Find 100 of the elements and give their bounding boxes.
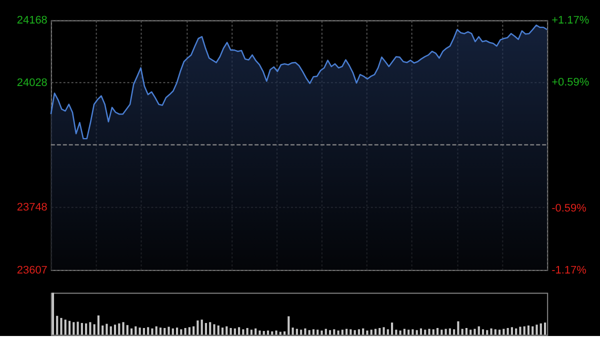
bar [316, 330, 319, 335]
bar [498, 330, 501, 335]
bar [440, 330, 443, 335]
bar [470, 330, 472, 335]
y2-tick-label: +1.17% [552, 14, 590, 27]
bar [300, 330, 302, 335]
bar [102, 326, 104, 335]
bar [341, 330, 344, 335]
bar [60, 318, 62, 335]
bar [80, 322, 83, 335]
bar [540, 323, 542, 335]
bar [204, 322, 208, 335]
bar [209, 322, 212, 335]
bar [89, 322, 92, 335]
bar [399, 330, 402, 335]
bar [172, 328, 174, 335]
bar [362, 328, 364, 335]
bar [519, 326, 522, 335]
bar [324, 328, 327, 335]
bar [408, 330, 410, 335]
bar [448, 328, 451, 335]
bar [64, 320, 66, 335]
bar [502, 328, 505, 335]
bar [114, 324, 116, 335]
bar [416, 330, 418, 335]
y2-tick-label: -0.59% [552, 202, 587, 214]
bar [164, 328, 166, 335]
bar [68, 320, 71, 335]
bar [328, 330, 332, 335]
bar [506, 328, 509, 335]
bar [296, 328, 298, 335]
bar [188, 327, 190, 335]
bar [52, 292, 54, 335]
bar [250, 330, 252, 335]
bar [370, 330, 372, 335]
bar [230, 328, 232, 335]
bar [378, 328, 381, 335]
bar [138, 328, 141, 335]
bar [292, 328, 294, 335]
bar [474, 328, 476, 335]
bar [134, 326, 137, 335]
y-tick-label: 24028 [16, 77, 48, 90]
bar [424, 330, 426, 335]
bar [246, 328, 248, 335]
bar [192, 326, 195, 335]
bar [142, 328, 145, 335]
bar [486, 330, 488, 335]
bar [130, 328, 133, 335]
bar [118, 323, 120, 335]
bar [122, 322, 124, 335]
bar [110, 326, 112, 335]
bar [428, 328, 430, 335]
y-tick-label: 24168 [16, 14, 48, 27]
bar [238, 327, 240, 335]
y-tick-label: 23607 [16, 264, 48, 276]
bar [544, 322, 546, 335]
bar [200, 320, 203, 335]
bar [155, 326, 158, 335]
bar [85, 323, 88, 335]
y-tick-label: 23748 [16, 202, 48, 214]
bar [196, 320, 199, 335]
bar [403, 328, 406, 335]
bar [226, 326, 228, 335]
y2-tick-label: +0.59% [552, 76, 590, 89]
bar [444, 328, 447, 335]
bar [147, 327, 150, 335]
bar [72, 322, 75, 335]
bar [374, 328, 377, 335]
bar [436, 328, 439, 335]
bar [354, 330, 356, 335]
bar [126, 325, 128, 335]
bar [275, 330, 278, 335]
bar [254, 328, 257, 335]
bar [490, 328, 492, 335]
bar [56, 316, 58, 335]
bar [461, 328, 464, 335]
bar [258, 330, 261, 335]
bar [536, 324, 538, 335]
bar [213, 324, 216, 335]
y2-tick-label: -1.17% [552, 264, 587, 276]
bar [532, 326, 534, 335]
bar [304, 328, 306, 335]
bar [320, 330, 323, 335]
bar [510, 327, 513, 335]
bar [515, 328, 518, 335]
bar [337, 330, 340, 335]
bar [217, 326, 220, 335]
bar [457, 321, 460, 335]
bar [93, 324, 96, 335]
bar [234, 328, 236, 335]
bar [176, 328, 178, 335]
bar [151, 328, 154, 335]
bar [391, 322, 394, 335]
bar [168, 326, 170, 335]
bar [97, 315, 100, 335]
bar [288, 316, 290, 335]
bar [266, 330, 270, 335]
bar [76, 322, 79, 335]
bar [184, 328, 186, 335]
bar [478, 326, 480, 335]
